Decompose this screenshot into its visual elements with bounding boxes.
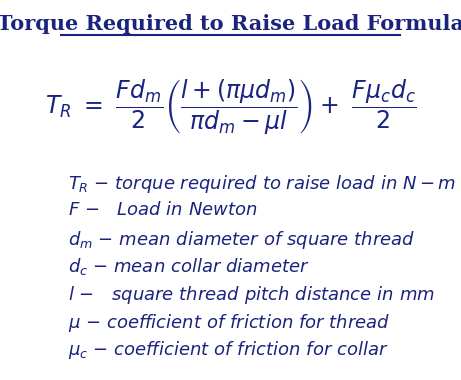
- Text: Torque Required to Raise Load Formula: Torque Required to Raise Load Formula: [0, 14, 461, 34]
- Text: $T_R$ $-$ $\it{torque\ required\ to\ raise\ load\ in\ N-m}$: $T_R$ $-$ $\it{torque\ required\ to\ rai…: [68, 173, 456, 195]
- Text: $T_R \ = \ \dfrac{Fd_m}{2} \left( \dfrac{l + (\pi\mu d_m)}{\pi d_m - \mu l} \rig: $T_R \ = \ \dfrac{Fd_m}{2} \left( \dfrac…: [45, 78, 416, 137]
- Text: $\mu_c$ $-$ $\it{coefficient\ of\ friction\ for\ collar}$: $\mu_c$ $-$ $\it{coefficient\ of\ fricti…: [68, 339, 389, 361]
- Text: $l$ $-$ $\it{\ \ square\ thread\ pitch\ distance\ in\ mm}$: $l$ $-$ $\it{\ \ square\ thread\ pitch\ …: [68, 284, 435, 306]
- Text: $F$ $-$ $\it{\ \ Load\ in\ Newton}$: $F$ $-$ $\it{\ \ Load\ in\ Newton}$: [68, 201, 258, 219]
- Text: $\mu$ $-$ $\it{coefficient\ of\ friction\ for\ thread}$: $\mu$ $-$ $\it{coefficient\ of\ friction…: [68, 312, 390, 334]
- Text: $d_m$ $-$ $\it{mean\ diameter\ of\ square\ thread}$: $d_m$ $-$ $\it{mean\ diameter\ of\ squar…: [68, 228, 415, 250]
- Text: $d_c$ $-$ $\it{mean\ collar\ diameter}$: $d_c$ $-$ $\it{mean\ collar\ diameter}$: [68, 256, 310, 277]
